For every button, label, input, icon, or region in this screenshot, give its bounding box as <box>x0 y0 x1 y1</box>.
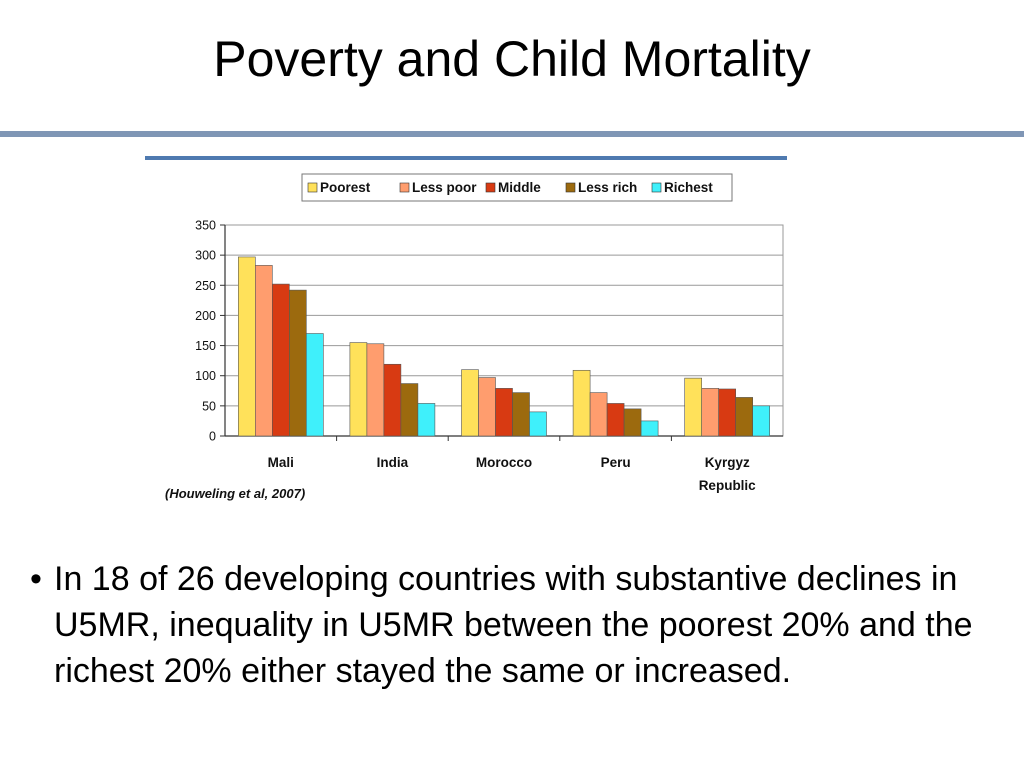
bar-1-1 <box>366 343 385 437</box>
legend-swatch-1 <box>399 182 410 193</box>
bar-1-3 <box>400 383 419 437</box>
y-tick-label-4: 200 <box>195 309 216 323</box>
bar-0-3 <box>289 289 307 437</box>
legend-label-2: Middle <box>498 180 541 195</box>
bar-1-0 <box>349 342 368 437</box>
y-tick-label-6: 300 <box>195 249 216 263</box>
x-tick-label-4: Kyrgyz <box>705 455 750 470</box>
y-tick-label-5: 250 <box>195 279 216 293</box>
legend-swatch-3 <box>565 182 576 193</box>
x-tick-label-3: Peru <box>601 455 631 470</box>
bar-4-0 <box>684 377 703 437</box>
bullet-text: In 18 of 26 developing countries with su… <box>54 560 973 690</box>
legend-swatch-0 <box>307 182 318 193</box>
source-note: (Houweling et al, 2007) <box>165 486 305 501</box>
bar-4-2 <box>718 388 737 437</box>
bar-3-3 <box>623 408 642 437</box>
bar-2-0 <box>461 369 479 437</box>
legend-label-3: Less rich <box>578 180 637 195</box>
bar-4-3 <box>735 397 754 437</box>
chart-top-rule <box>145 156 787 160</box>
bar-0-1 <box>255 265 273 437</box>
bar-0-4 <box>306 333 324 437</box>
y-tick-label-3: 150 <box>195 339 216 353</box>
y-tick-label-2: 100 <box>195 369 216 383</box>
x-tick-label-2: Morocco <box>476 455 532 470</box>
bar-2-3 <box>512 392 530 437</box>
y-tick-label-7: 350 <box>195 219 216 233</box>
x-tick-label-4-line-1: Republic <box>699 478 756 493</box>
bar-4-1 <box>701 388 720 437</box>
x-tick-label-1: India <box>377 455 409 470</box>
legend-swatch-2 <box>485 182 496 193</box>
bar-1-2 <box>383 363 402 437</box>
legend-swatch-4 <box>651 182 662 193</box>
bullet-dot: • <box>30 560 42 598</box>
legend-label-0: Poorest <box>320 180 371 195</box>
bar-0-0 <box>238 256 256 437</box>
bar-3-4 <box>640 420 659 437</box>
slide-title: Poverty and Child Mortality <box>213 31 811 87</box>
bar-1-4 <box>417 403 436 437</box>
chart-panel: Poorest Less poor Middle Less rich Richest 0 5… <box>145 154 787 511</box>
bar-2-1 <box>478 377 496 437</box>
bar-3-1 <box>589 392 608 437</box>
bar-3-2 <box>606 403 625 437</box>
y-tick-label-0: 0 <box>209 430 216 444</box>
title-divider <box>0 131 1024 137</box>
bar-2-2 <box>495 388 513 437</box>
bar-0-2 <box>272 283 290 437</box>
bar-2-4 <box>529 411 547 437</box>
bar-3-0 <box>572 369 591 437</box>
legend-label-4: Richest <box>664 180 713 195</box>
bar-chart: Poorest Less poor Middle Less rich Richest 0 5… <box>145 156 787 501</box>
x-tick-label-0: Mali <box>268 455 294 470</box>
y-tick-label-1: 50 <box>202 399 216 413</box>
legend-label-1: Less poor <box>412 180 477 195</box>
bar-4-4 <box>752 405 771 437</box>
